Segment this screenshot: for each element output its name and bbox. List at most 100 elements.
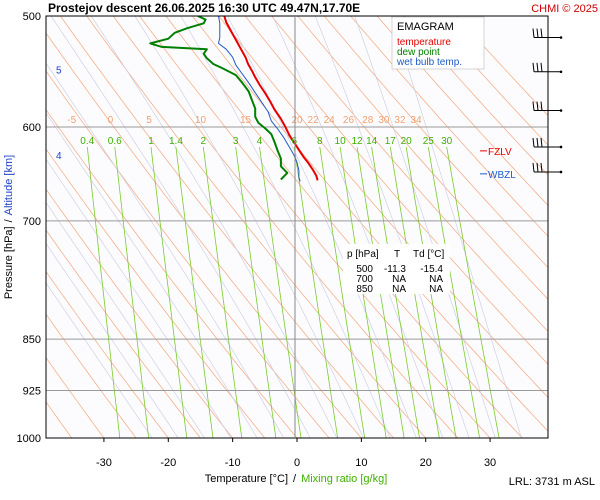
dry-adiabat-line [46,356,105,438]
dry-adiabat-line [46,229,202,438]
dry-adiabat-line [350,16,548,237]
x-axis-label-separator: / [293,473,297,485]
wind-barb-flag [536,62,539,72]
y-axis-label-altitude: Altitude [km] [3,155,15,216]
pressure-tick-label: 600 [23,122,41,134]
dry-adiabat-label: 28 [362,115,374,126]
dry-adiabat-label: 15 [240,115,252,126]
wind-barb-station [559,145,563,149]
mixing-ratio-label: 1 [148,136,154,147]
dry-adiabat-label: -5 [67,115,76,126]
dry-adiabat-label: 0 [108,115,114,126]
mixing-ratio-line [114,146,150,438]
wind-barb-flag [540,101,543,111]
moist-adiabat-line [180,16,391,438]
moist-adiabat-line [46,112,258,438]
dry-adiabat-label: 30 [378,115,390,126]
mixing-ratio-label: 30 [441,136,453,147]
wind-barb-flag [540,162,543,173]
table-header-td: Td [°C] [413,249,444,260]
table-cell-p-850: 850 [356,284,373,295]
dry-adiabat-line [46,109,298,438]
dry-adiabat-line [402,16,548,176]
dry-adiabat-line [46,401,73,438]
wind-barb-station [559,170,563,174]
y-axis-label-pressure: Pressure [hPa] [3,226,15,299]
wind-barb-station [559,36,563,39]
dry-adiabat-line [271,16,548,333]
wind-barb-flag [536,101,539,111]
table-header-t: T [394,249,400,260]
x-tick-label: -10 [225,457,241,469]
x-tick-label: 20 [420,457,432,469]
altitude-tick-label: 4 [56,151,62,162]
mixing-ratio-label: 12 [352,136,364,147]
lrl-label: LRL: 3731 m ASL [509,476,595,488]
mixing-ratio-label: 10 [335,136,347,147]
mixing-ratio-line [427,146,481,438]
dry-adiabat-line [86,16,427,438]
wind-barb-station [559,109,563,112]
y-axis-label: Pressure [hPa] / Altitude [km] [3,155,15,299]
moist-adiabat-line [46,62,285,438]
moist-adiabat-line [134,16,364,438]
plot-frame [45,15,549,439]
x-axis-label-mixing-ratio: Mixing ratio [g/kg] [301,473,387,485]
dry-adiabat-line [323,16,548,269]
mixing-ratio-label: 3 [233,136,239,147]
moist-adiabat-line [46,158,232,438]
dry-adiabat-line [46,313,137,438]
level-label-wbzl: WBZL [488,170,516,181]
mixing-ratio-line [150,146,188,438]
mixing-ratio-label: 6 [291,136,297,147]
pressure-tick-label: 850 [23,334,41,346]
dry-adiabat-label: 5 [146,115,152,126]
dry-adiabat-label: 26 [343,115,355,126]
legend-box [391,16,485,70]
wind-barb-flag [532,62,535,72]
mixing-ratio-line [86,146,121,438]
wind-barb-station [559,70,563,74]
wind-barb-flag [532,101,535,111]
mixing-ratio-line [293,146,339,438]
legend-item-temperature: temperature [397,37,451,48]
mixing-ratio-label: 0.6 [108,136,122,147]
dry-adiabat-line [46,148,266,438]
dry-adiabat-line [46,188,234,438]
profile-line-temperature [223,16,319,181]
wind-barb-flag [540,28,543,38]
dry-adiabat-line [455,16,548,117]
dry-adiabat-line [112,16,459,438]
mixing-ratio-line [319,146,366,438]
legend: EMAGRAM temperature dew point wet bulb t… [391,16,485,70]
pressure-tick-label: 500 [23,11,41,23]
y-axis-label-separator: / [3,218,15,222]
table-cell-p-500: 500 [356,264,373,275]
legend-item-dew-point: dew point [397,47,440,58]
data-table-box [343,244,450,294]
moist-adiabat-line [46,242,179,438]
dry-adiabat-line [46,271,169,438]
moist-adiabat-line [50,16,311,438]
dry-adiabat-line [59,16,395,438]
mixing-ratio-label: 8 [317,136,323,147]
mixing-ratio-label: 4 [257,136,263,147]
x-axis-label-temperature: Temperature [°C] [205,473,288,485]
table-cell-td-700: NA [429,274,443,285]
x-tick-label: 30 [484,457,496,469]
dry-adiabat-label: 20 [291,115,303,126]
mixing-ratio-line [356,146,405,438]
table-cell-t-500: -11.3 [384,264,406,275]
mixing-ratio-line [405,146,457,438]
dry-adiabat-line [46,70,330,438]
dry-adiabat-label: 34 [411,115,423,126]
table-header-p: p [hPa] [347,249,379,260]
dry-adiabat-label: 24 [324,115,336,126]
mixing-ratio-line [202,146,243,438]
wind-barb-flag [532,162,535,173]
dry-adiabat-line [139,16,491,438]
x-tick-label: 10 [355,457,367,469]
wind-barb-flag [536,162,539,173]
legend-title: EMAGRAM [397,21,454,33]
wind-barb-flag [540,137,543,148]
